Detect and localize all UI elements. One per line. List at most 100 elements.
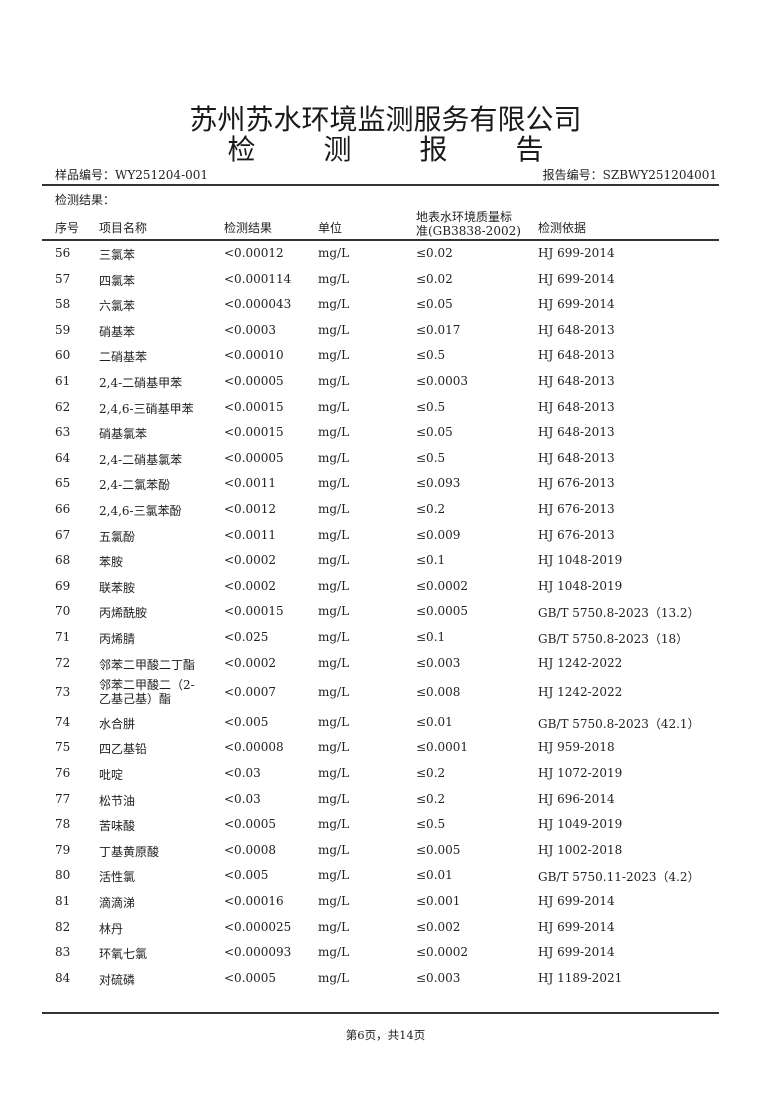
- company-name: 苏州苏水环境监测服务有限公司: [189, 103, 582, 136]
- result: <0.00005: [224, 374, 284, 388]
- method: GB/T 5750.8-2023（13.2）: [538, 606, 700, 621]
- result: <0.0005: [224, 817, 277, 832]
- row-index: 84: [55, 970, 71, 985]
- item-name: 滴滴涕: [99, 895, 136, 910]
- unit: mg/L: [318, 685, 350, 700]
- method: HJ 676-2013: [538, 502, 615, 516]
- report-title: 检测报告: [0, 128, 771, 168]
- row-index: 79: [55, 842, 71, 857]
- row-index: 71: [55, 630, 71, 644]
- item-name: 苯胺: [99, 555, 124, 570]
- result: <0.0002: [224, 553, 277, 568]
- item-name: 二硝基苯: [99, 350, 148, 365]
- unit: mg/L: [318, 348, 350, 363]
- standard-limit: ≤0.05: [416, 297, 453, 312]
- item-name: 五氯酚: [99, 529, 136, 544]
- standard-limit: ≤0.2: [416, 765, 446, 780]
- standard-limit: ≤0.003: [416, 970, 461, 985]
- row-index: 83: [55, 945, 71, 960]
- row-index: 64: [55, 450, 71, 465]
- unit: mg/L: [318, 271, 350, 286]
- item-name: 吡啶: [99, 767, 124, 782]
- standard-limit: ≤0.05: [416, 425, 453, 440]
- col-header-standard-line2: 准(GB3838-2002): [416, 224, 521, 238]
- report-number: 报告编号：SZBWY251204001: [542, 168, 717, 182]
- result: <0.000093: [224, 945, 292, 960]
- item-name: 邻苯二甲酸二丁酯: [99, 657, 196, 672]
- title-char: 告: [515, 133, 544, 166]
- unit: mg/L: [318, 970, 350, 985]
- result: <0.00015: [224, 425, 284, 440]
- unit: mg/L: [318, 791, 350, 806]
- row-index: 70: [55, 604, 71, 619]
- item-name: 丁基黄原酸: [99, 844, 160, 859]
- item-name: 丙烯腈: [99, 632, 136, 646]
- standard-limit: ≤0.5: [416, 399, 446, 414]
- method: HJ 1072-2019: [538, 765, 623, 780]
- method: HJ 676-2013: [538, 527, 615, 542]
- divider: [42, 1012, 719, 1014]
- result: <0.00010: [224, 348, 284, 363]
- item-name: 2,4-二氯苯酚: [99, 478, 171, 493]
- result: <0.0011: [224, 476, 277, 491]
- standard-limit: ≤0.0001: [416, 740, 469, 755]
- row-index: 57: [55, 271, 71, 286]
- unit: mg/L: [318, 893, 350, 908]
- unit: mg/L: [318, 868, 350, 883]
- title-char: 报: [419, 133, 448, 166]
- result: <0.0005: [224, 970, 277, 985]
- item-name: 2,4-二硝基氯苯: [99, 452, 183, 467]
- col-header-standard-line1: 地表水环境质量标: [416, 210, 513, 224]
- item-name: 硝基氯苯: [99, 427, 148, 442]
- method: HJ 699-2014: [538, 297, 615, 312]
- item-name: 2,4,6-三氯苯酚: [99, 504, 182, 518]
- standard-limit: ≤0.2: [416, 502, 446, 516]
- method: HJ 648-2013: [538, 374, 615, 388]
- method: HJ 696-2014: [538, 791, 615, 806]
- result: <0.000114: [224, 271, 292, 286]
- item-name: 联苯胺: [99, 580, 136, 595]
- method: GB/T 5750.8-2023（42.1）: [538, 716, 700, 731]
- unit: mg/L: [318, 399, 350, 414]
- standard-limit: ≤0.01: [416, 714, 453, 729]
- result: <0.03: [224, 791, 261, 806]
- divider: [42, 184, 719, 186]
- result: <0.000043: [224, 297, 292, 312]
- row-index: 76: [55, 765, 71, 780]
- row-index: 78: [55, 817, 71, 832]
- method: HJ 1002-2018: [538, 842, 623, 857]
- row-index: 75: [55, 740, 71, 755]
- result: <0.005: [224, 868, 269, 883]
- result: <0.00012: [224, 246, 284, 260]
- row-index: 60: [55, 348, 71, 363]
- result: <0.0003: [224, 322, 277, 337]
- item-name: 对硫磷: [99, 972, 136, 987]
- method: HJ 648-2013: [538, 450, 615, 465]
- method: HJ 1242-2022: [538, 685, 623, 700]
- result: <0.0011: [224, 527, 277, 542]
- unit: mg/L: [318, 919, 350, 934]
- standard-limit: ≤0.0002: [416, 945, 469, 960]
- unit: mg/L: [318, 630, 350, 644]
- standard-limit: ≤0.005: [416, 842, 461, 857]
- item-name: 六氯苯: [99, 299, 136, 314]
- standard-limit: ≤0.5: [416, 450, 446, 465]
- standard-limit: ≤0.2: [416, 791, 446, 806]
- item-name: 邻苯二甲酸二（2- 乙基己基）酯: [99, 678, 195, 707]
- unit: mg/L: [318, 604, 350, 619]
- standard-limit: ≤0.1: [416, 630, 446, 644]
- unit: mg/L: [318, 476, 350, 491]
- standard-limit: ≤0.5: [416, 348, 446, 363]
- standard-limit: ≤0.002: [416, 919, 461, 934]
- method: HJ 699-2014: [538, 919, 615, 934]
- method: HJ 648-2013: [538, 425, 615, 440]
- row-index: 73: [55, 685, 71, 700]
- unit: mg/L: [318, 425, 350, 440]
- item-name: 苦味酸: [99, 819, 136, 834]
- result: <0.0008: [224, 842, 277, 857]
- unit: mg/L: [318, 553, 350, 568]
- item-name: 2,4,6-三硝基甲苯: [99, 401, 194, 416]
- item-name: 三氯苯: [99, 248, 136, 262]
- result: <0.00015: [224, 604, 284, 619]
- col-header-unit: 单位: [318, 221, 343, 235]
